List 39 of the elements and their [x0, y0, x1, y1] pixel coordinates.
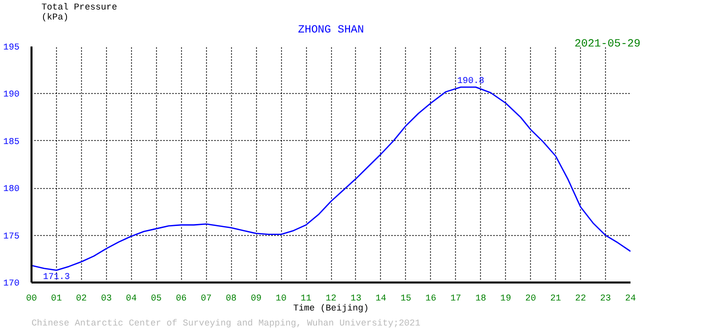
- x-tick-label: 21: [550, 294, 562, 304]
- x-tick-label: 15: [400, 294, 412, 304]
- chart-title: ZHONG SHAN: [298, 24, 364, 36]
- x-tick-label: 06: [176, 294, 187, 304]
- y-tick-label: 185: [3, 136, 20, 147]
- y-tick-label: 170: [3, 278, 20, 288]
- y-tick-label: 180: [3, 184, 20, 194]
- x-tick-label: 23: [600, 294, 611, 304]
- x-tick-label: 10: [276, 294, 286, 304]
- annotation: 171.3: [42, 272, 70, 282]
- x-tick-label: 01: [51, 294, 62, 304]
- x-tick-label: 00: [26, 294, 37, 304]
- y-axis-title: Total Pressure (kPa): [42, 2, 118, 22]
- x-tick-label: 19: [500, 294, 512, 304]
- y-tick-label: 175: [3, 231, 20, 242]
- x-tick-label: 08: [226, 294, 237, 304]
- x-tick-label: 14: [376, 294, 386, 304]
- x-tick-label: 09: [250, 294, 262, 304]
- x-tick-label: 11: [300, 294, 312, 304]
- x-tick-label: 12: [326, 294, 336, 304]
- text: Chinese Antarctic Center of Surveying and Mapping, Wuhan University;2021: [32, 318, 420, 328]
- line-series: [32, 86, 630, 271]
- x-tick-label: 03: [100, 294, 112, 304]
- x-tick-label: 24: [625, 294, 636, 304]
- y-tick-label: 190: [3, 90, 20, 100]
- x-tick-label: 18: [475, 294, 486, 304]
- y-tick-label: 195: [3, 42, 20, 52]
- x-tick-label: 02: [76, 294, 87, 304]
- x-tick-label: 05: [150, 294, 162, 304]
- annotation: 190.8: [457, 76, 484, 86]
- x-tick-label: 07: [200, 294, 212, 304]
- x-tick-label: 13: [350, 294, 362, 304]
- x-tick-label: 20: [525, 294, 536, 304]
- x-tick-label: 04: [126, 294, 137, 304]
- x-tick-label: 17: [450, 294, 462, 304]
- x-axis-title: Time (Beijing): [293, 304, 369, 314]
- x-tick-label: 16: [425, 294, 436, 304]
- chart-subtitle: 2021-05-29: [574, 38, 641, 50]
- x-tick-label: 22: [575, 294, 586, 304]
